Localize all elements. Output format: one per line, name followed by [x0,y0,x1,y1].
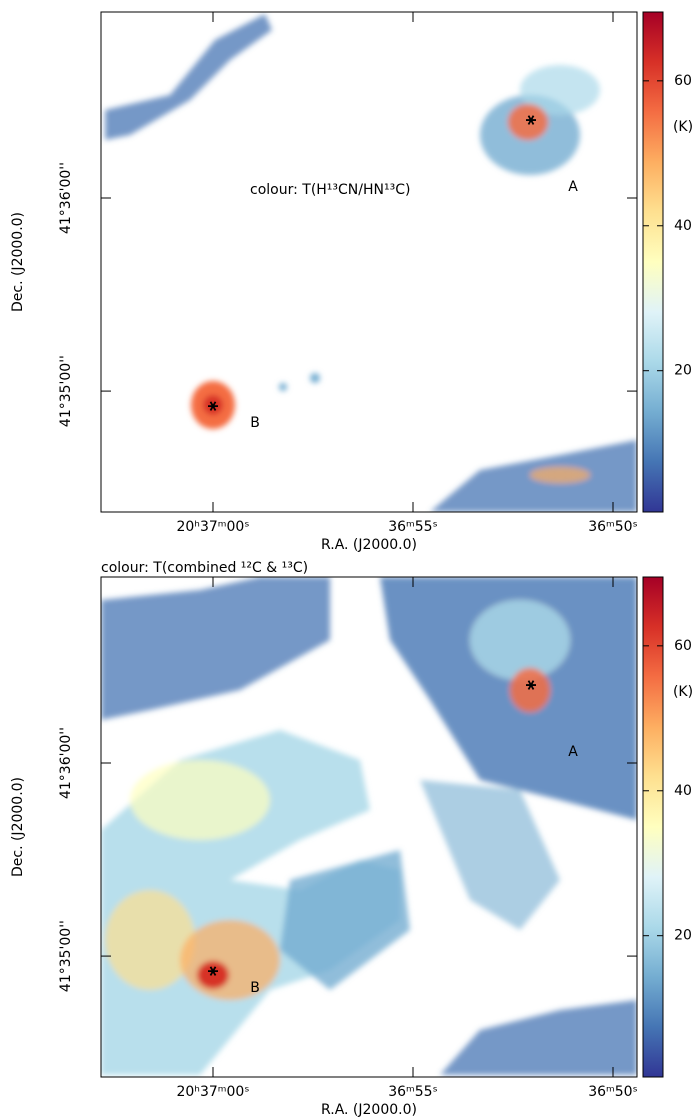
x-tick-label: 20ʰ37ᵐ00ˢ [176,1084,249,1100]
y-tick-label: 41°35'00'' [58,920,74,992]
y-axis-label: Dec. (J2000.0) [10,212,26,312]
source-label: A [568,744,578,760]
colorbar [642,576,664,1078]
y-tick-label: 41°36'00'' [58,727,74,799]
y-axis-label: Dec. (J2000.0) [10,777,26,877]
source-marker [526,680,536,690]
colorbar-tick-label: 60 [674,73,692,89]
colorbar [642,11,664,513]
x-tick-label: 36ᵐ50ˢ [588,1084,638,1100]
source-marker [208,966,218,976]
colorbar-tick-label: 40 [674,218,692,234]
map-texture [105,14,637,512]
x-axis-label: R.A. (J2000.0) [321,1102,417,1118]
annotation: colour: T(combined ¹²C & ¹³C) [101,560,308,576]
annotation: colour: T(H¹³CN/HN¹³C) [250,182,410,198]
plot-frame [100,11,638,513]
colorbar-tick-label: 40 [674,783,692,799]
source-marker [526,115,536,125]
colorbar-label: (K) [673,119,693,135]
source-label: A [568,179,578,195]
colorbar-label: (K) [673,684,693,700]
colorbar-tick-label: 60 [674,638,692,654]
x-tick-label: 36ᵐ55ˢ [388,519,438,535]
source-label: B [250,980,260,996]
x-tick-label: 20ʰ37ᵐ00ˢ [176,519,249,535]
y-tick-label: 41°36'00'' [58,162,74,234]
x-tick-label: 36ᵐ55ˢ [388,1084,438,1100]
source-marker [208,401,218,411]
x-axis-label: R.A. (J2000.0) [321,537,417,553]
colorbar-tick-label: 20 [674,928,692,944]
plot-frame [100,576,638,1078]
colorbar-tick-label: 20 [674,363,692,379]
map-texture [101,577,637,1075]
source-label: B [250,415,260,431]
x-tick-label: 36ᵐ50ˢ [588,519,638,535]
y-tick-label: 41°35'00'' [58,355,74,427]
